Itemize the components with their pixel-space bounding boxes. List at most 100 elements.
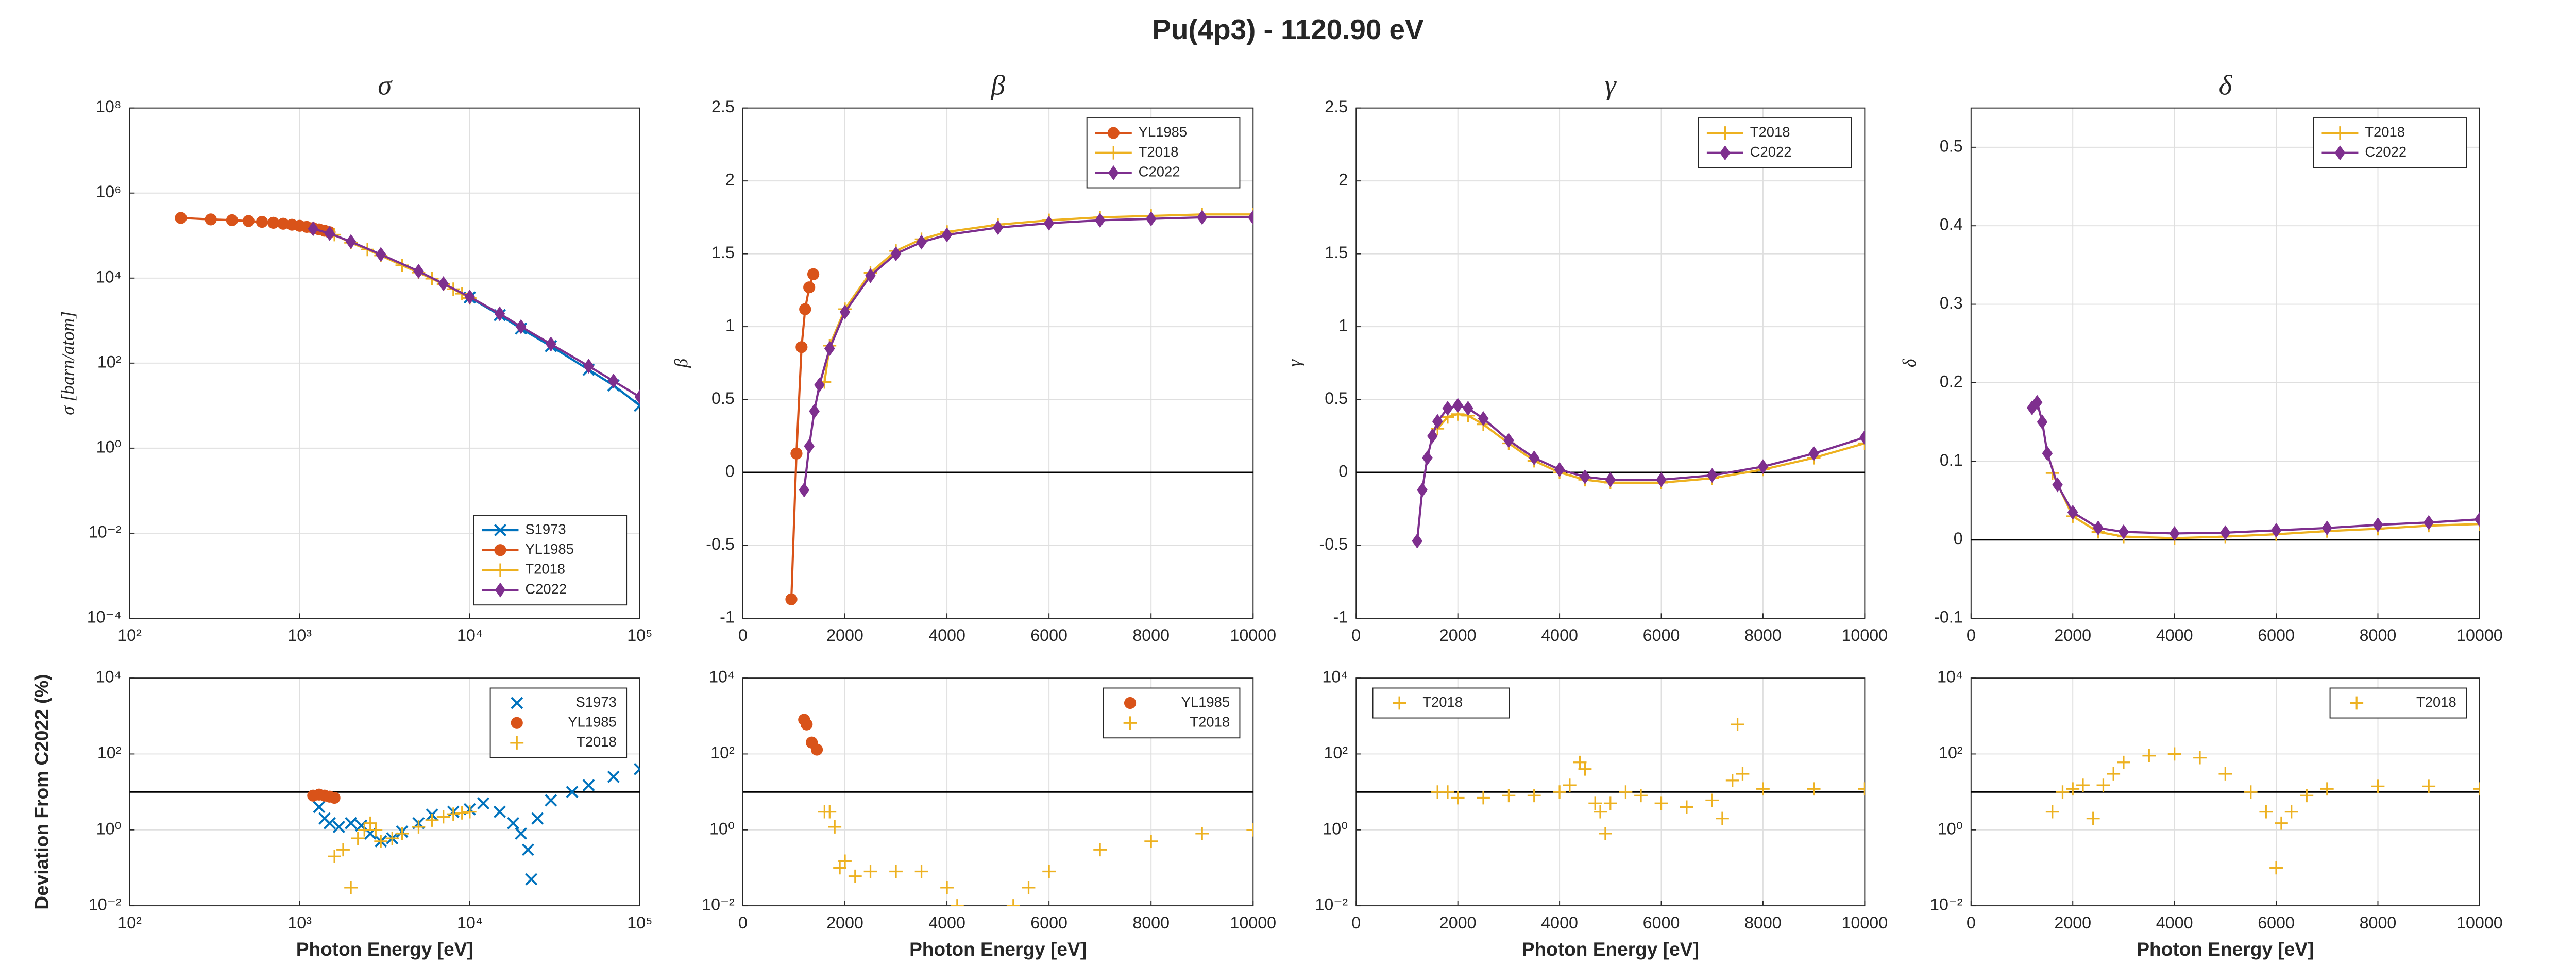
legend: YL1985 T2018 — [1103, 687, 1241, 739]
marker — [369, 823, 383, 837]
marker — [1588, 796, 1602, 810]
legend-label: C2022 — [2365, 144, 2406, 160]
marker — [2052, 477, 2063, 493]
x-tick-label: 2000 — [2054, 913, 2091, 932]
marker — [1656, 472, 1667, 487]
y-axis-label: γ — [1284, 359, 1304, 367]
legend: T2018 — [2329, 687, 2467, 719]
y-tick-label: 0.1 — [1940, 451, 1963, 469]
legend-label: T2018 — [577, 734, 617, 750]
y-tick-label: 10² — [710, 743, 735, 762]
panel-title: σ — [378, 70, 393, 101]
y-tick-label: 10⁴ — [96, 267, 122, 286]
marker — [2086, 811, 2100, 825]
marker — [515, 827, 528, 840]
data-layer — [742, 714, 1253, 906]
legend-label: YL1985 — [525, 541, 574, 557]
marker — [493, 805, 506, 818]
y-tick-label: 10⁰ — [96, 819, 122, 838]
x-tick-label: 10⁴ — [457, 913, 483, 932]
legend-label: T2018 — [1190, 714, 1230, 730]
marker — [1042, 865, 1056, 878]
marker — [494, 563, 507, 577]
marker — [328, 850, 342, 863]
marker — [277, 217, 290, 230]
marker — [950, 899, 964, 906]
marker — [1716, 811, 1729, 825]
y-tick-label: 10² — [1324, 743, 1348, 762]
panel: 10² 10³ 10⁴ 10⁵ 10⁻⁴ 10⁻² 10⁰ 10² 10⁴ 10⁶ 10⁸ σ σ [b… — [58, 70, 653, 645]
legend-label: T2018 — [1139, 144, 1179, 160]
marker — [205, 213, 217, 226]
marker — [608, 374, 619, 389]
marker — [1452, 398, 1463, 413]
x-tick-label: 10000 — [1230, 913, 1276, 932]
marker — [1858, 436, 1865, 450]
y-tick-label: 0 — [1954, 529, 1963, 548]
marker — [583, 359, 594, 374]
marker — [345, 817, 358, 829]
marker — [1654, 796, 1668, 810]
marker — [839, 304, 851, 320]
legend-label: S1973 — [576, 694, 617, 710]
panel: 0 2000 4000 6000 8000 10000 -1 -0.5 0 0.5 1 1.5 2 2.5… — [671, 70, 1276, 645]
marker — [1043, 215, 1055, 231]
x-tick-label: 4000 — [2156, 913, 2193, 932]
marker — [1417, 482, 1428, 498]
marker — [1107, 127, 1120, 139]
x-tick-label: 0 — [1967, 913, 1976, 932]
legend: S1973 YL1985 T2018 C2022 — [473, 515, 628, 606]
marker — [566, 786, 579, 799]
data-layer — [742, 208, 1253, 605]
marker — [2066, 782, 2080, 796]
marker — [2300, 789, 2314, 803]
marker — [1553, 785, 1566, 799]
marker — [1554, 462, 1565, 477]
marker — [1123, 716, 1137, 730]
panel: 0 2000 4000 6000 8000 10000 -1 -0.5 0 0.5 1 1.5 2 2.5… — [1284, 70, 1888, 645]
data-layer — [129, 762, 640, 894]
marker — [175, 212, 187, 224]
marker — [863, 865, 877, 878]
marker — [1634, 789, 1648, 803]
y-tick-label: -1 — [1333, 608, 1348, 626]
marker — [804, 438, 815, 454]
y-tick-label: -0.5 — [1319, 535, 1348, 553]
marker — [1145, 211, 1157, 227]
marker — [1195, 826, 1209, 840]
marker — [308, 221, 319, 236]
marker — [1246, 823, 1253, 837]
y-tick-label: 10⁻² — [89, 522, 122, 541]
marker — [1858, 782, 1865, 796]
axes-box — [129, 107, 640, 619]
marker — [1502, 789, 1516, 803]
y-tick-label: -0.1 — [1934, 608, 1963, 626]
marker — [1736, 767, 1750, 781]
marker — [828, 820, 842, 834]
marker — [1427, 428, 1438, 444]
marker — [413, 263, 424, 279]
y-axis-label: β — [671, 359, 691, 368]
marker — [1859, 430, 1865, 445]
y-tick-label: 10⁻² — [89, 895, 122, 914]
marker — [1144, 835, 1158, 848]
x-tick-label: 2000 — [826, 913, 863, 932]
marker — [374, 835, 388, 848]
legend-label: C2022 — [1139, 164, 1180, 180]
marker — [807, 268, 820, 280]
marker — [1478, 411, 1489, 426]
y-tick-label: 1 — [1338, 316, 1348, 335]
marker — [2169, 526, 2180, 541]
marker — [495, 582, 506, 598]
legend-label: T2018 — [2416, 694, 2456, 710]
marker — [226, 214, 238, 227]
marker — [2026, 400, 2038, 416]
y-tick-label: 0.5 — [1940, 137, 1963, 155]
marker — [1706, 468, 1718, 483]
x-tick-label: 8000 — [2360, 626, 2397, 645]
axes-box — [742, 107, 1254, 619]
y-tick-label: 2 — [1338, 171, 1348, 189]
marker — [446, 807, 460, 821]
panel: 10² 10³ 10⁴ 10⁵ 10⁻² 10⁰ 10² 10⁴ Photon Energy [… — [31, 668, 653, 960]
